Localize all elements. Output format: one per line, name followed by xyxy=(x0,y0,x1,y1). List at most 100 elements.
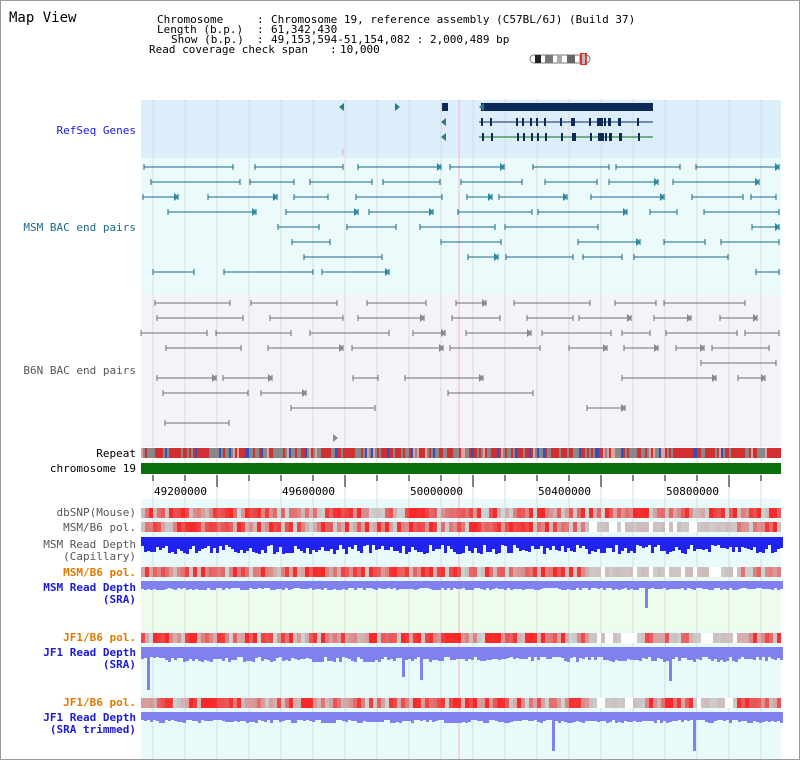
msm-pol-sra-cell xyxy=(369,567,373,577)
msm-depth-cap-bar xyxy=(660,537,663,551)
label-jf1-depth[interactable]: JF1 Read Depth xyxy=(43,646,136,659)
msm-depth-cap-bar xyxy=(693,537,696,551)
jf1-trim-depth-bar xyxy=(351,712,354,721)
jf1-pol-cell xyxy=(301,633,305,643)
msm-pol-cell xyxy=(441,522,445,532)
info-show-sep: : xyxy=(257,33,264,46)
jf1-pol-2-cell xyxy=(237,698,241,708)
jf1-pol-2-cell xyxy=(233,698,237,708)
msm-depth-cap-bar xyxy=(702,537,705,550)
msm-pol-cell xyxy=(285,522,289,532)
msm-pol-cell xyxy=(229,522,233,532)
jf1-pol-2-cell xyxy=(201,698,205,708)
jf1-trim-depth-bar xyxy=(645,712,648,721)
msm-depth-sra-bar xyxy=(627,581,630,590)
msm-depth-sra-bar xyxy=(201,581,204,590)
jf1-pol-2-cell xyxy=(625,698,629,708)
repeat-segment xyxy=(381,448,383,458)
jf1-pol-cell xyxy=(753,633,757,643)
repeat-segment xyxy=(399,448,401,458)
jf1-pol-cell xyxy=(553,633,557,643)
jf1-pol-2-cell xyxy=(457,698,461,708)
repeat-segment xyxy=(525,448,527,458)
msm-pol-cell xyxy=(669,522,673,532)
label-msm-pol[interactable]: MSM/B6 pol. xyxy=(63,521,136,534)
label-msm-depth-cap[interactable]: MSM Read Depth xyxy=(43,538,136,551)
msm-pol-sra-cell xyxy=(549,567,553,577)
jf1-depth-bar xyxy=(606,647,609,660)
repeat-segment xyxy=(369,448,371,458)
repeat-segment xyxy=(725,448,727,458)
dbsnp-cell xyxy=(437,508,441,518)
label-refseq-genes[interactable]: RefSeq Genes xyxy=(56,124,136,137)
label-repeat[interactable]: Repeat xyxy=(96,447,136,460)
repeat-segment xyxy=(461,448,463,458)
label-msm-bac[interactable]: MSM BAC end pairs xyxy=(23,221,136,234)
msm-depth-cap-bar xyxy=(324,537,327,551)
repeat-segment xyxy=(251,448,253,458)
dbsnp-cell xyxy=(165,508,169,518)
repeat-segment xyxy=(745,448,747,458)
label-jf1-trim-depth[interactable]: JF1 Read Depth xyxy=(43,711,136,724)
refseq-exon xyxy=(561,133,563,141)
label-b6n-bac[interactable]: B6N BAC end pairs xyxy=(23,364,136,377)
jf1-trim-depth-bar xyxy=(504,712,507,723)
jf1-pol-cell xyxy=(437,633,441,643)
repeat-segment xyxy=(183,448,185,458)
jf1-depth-bar xyxy=(483,647,486,661)
msm-depth-cap-bar xyxy=(174,537,177,554)
dbsnp-cell xyxy=(557,508,561,518)
jf1-trim-depth-bar xyxy=(612,712,615,720)
msm-depth-cap-bar xyxy=(360,537,363,553)
label-chromosome[interactable]: chromosome 19 xyxy=(49,462,136,475)
label-msm-depth-sra[interactable]: MSM Read Depth xyxy=(43,581,136,594)
repeat-segment xyxy=(363,448,365,458)
jf1-pol-2-cell xyxy=(481,698,485,708)
chromosome-ideogram[interactable] xyxy=(529,53,593,65)
msm-depth-cap-bar xyxy=(369,537,372,553)
b6n-bac-pair-arrow xyxy=(700,344,705,352)
jf1-depth-bar xyxy=(693,647,696,662)
msm-depth-sra-bar xyxy=(744,581,747,588)
msm-depth-cap-bar xyxy=(336,537,339,550)
msm-depth-sra-bar xyxy=(213,581,216,590)
label-jf1-pol-2[interactable]: JF1/B6 pol. xyxy=(63,696,136,709)
jf1-trim-depth-bar xyxy=(369,712,372,722)
jf1-pol-cell xyxy=(205,633,209,643)
label-msm-pol-sra[interactable]: MSM/B6 pol. xyxy=(63,566,136,579)
repeat-segment xyxy=(341,448,343,458)
repeat-segment xyxy=(505,448,507,458)
msm-pol-cell xyxy=(553,522,557,532)
jf1-pol-cell xyxy=(245,633,249,643)
jf1-pol-cell xyxy=(221,633,225,643)
msm-pol-cell xyxy=(525,522,529,532)
repeat-segment xyxy=(689,448,691,458)
repeat-segment xyxy=(355,448,357,458)
msm-depth-sra-bar xyxy=(228,581,231,589)
msm-depth-sra-bar xyxy=(738,581,741,589)
msm-pol-sra-cell xyxy=(685,567,689,577)
jf1-pol-cell xyxy=(249,633,253,643)
msm-depth-cap-bar xyxy=(675,537,678,547)
label-dbsnp[interactable]: dbSNP(Mouse) xyxy=(56,506,136,519)
jf1-pol-cell xyxy=(285,633,289,643)
dbsnp-cell xyxy=(337,508,341,518)
repeat-segment xyxy=(245,448,247,458)
repeat-segment xyxy=(361,448,363,458)
dbsnp-cell xyxy=(729,508,733,518)
repeat-segment xyxy=(519,448,521,458)
repeat-segment xyxy=(331,448,333,458)
msm-pol-cell xyxy=(745,522,749,532)
repeat-segment xyxy=(247,448,249,458)
repeat-segment xyxy=(491,448,493,458)
label-jf1-pol[interactable]: JF1/B6 pol. xyxy=(63,631,136,644)
jf1-depth-bar xyxy=(228,647,231,662)
msm-bac-pair-arrow xyxy=(500,163,505,171)
repeat-segment xyxy=(751,448,753,458)
jf1-depth-bar xyxy=(738,647,741,659)
msm-depth-sra-bar xyxy=(225,581,228,588)
msm-pol-sra-cell xyxy=(645,567,649,577)
jf1-depth-bar xyxy=(582,647,585,659)
msm-depth-sra-bar xyxy=(777,581,780,590)
